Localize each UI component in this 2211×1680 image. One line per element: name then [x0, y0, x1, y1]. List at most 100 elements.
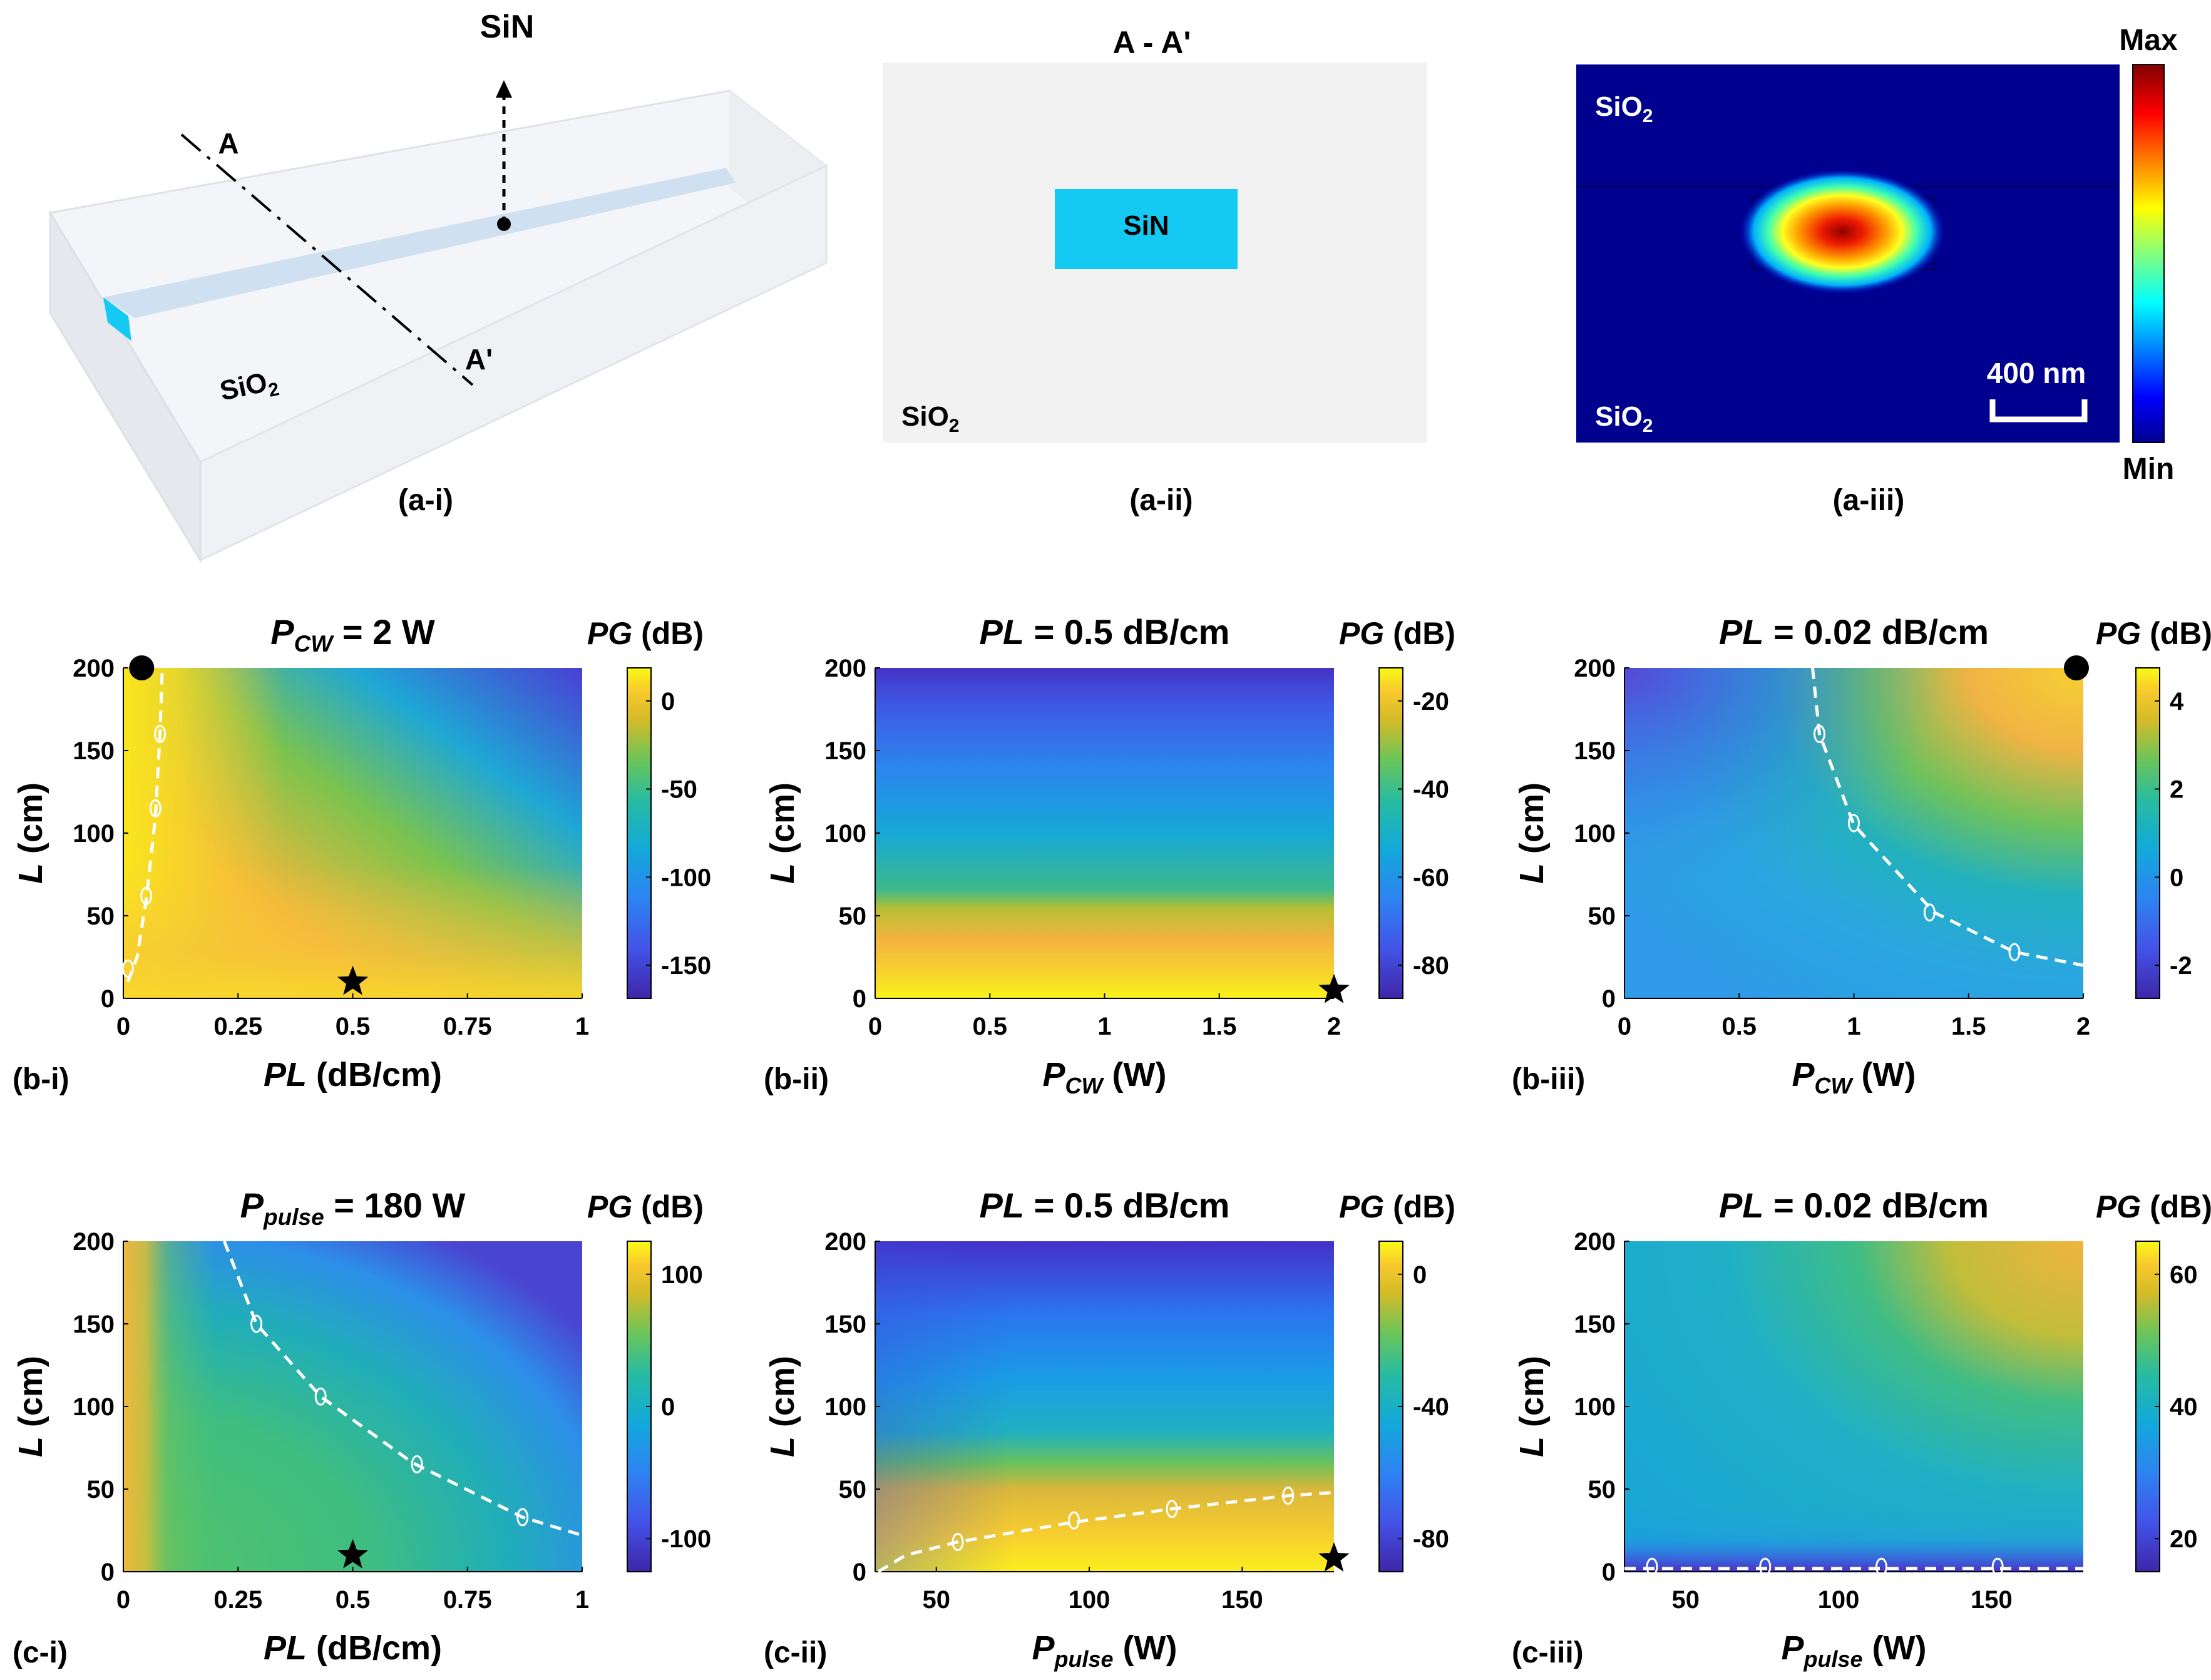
- y-tick-label: 0: [853, 985, 866, 1013]
- heatmap-field: [875, 1241, 1334, 1572]
- x-tick-label: 1: [575, 1013, 589, 1040]
- y-tick-label: 150: [824, 737, 866, 765]
- y-tick-label: 150: [1574, 737, 1616, 765]
- heatmap-field: [123, 1241, 582, 1572]
- colorbar-label: PG (dB): [2096, 616, 2211, 651]
- x-tick-label: 150: [1971, 1586, 2013, 1614]
- y-axis-label: L (cm): [764, 782, 801, 884]
- colorbar-label: PG (dB): [1339, 1189, 1455, 1224]
- contour-label-zero: [2008, 943, 2021, 961]
- colorbar-tick-label: 100: [661, 1261, 703, 1289]
- y-tick-label: 100: [824, 820, 866, 848]
- colorbar-tick-label: -40: [1413, 1393, 1449, 1421]
- colorbar-tick-label: -100: [661, 864, 711, 891]
- contour-label-zero: [1923, 903, 1936, 922]
- x-tick-label: 50: [922, 1586, 950, 1614]
- sin-label: SiN: [480, 9, 535, 45]
- y-tick-label: 150: [824, 1311, 866, 1338]
- y-tick-label: 100: [73, 1393, 115, 1421]
- panel-a-i: SiN A A' SiO2 (a-i): [48, 9, 828, 564]
- heatmap-field: [123, 668, 582, 998]
- heatmap-field: [1624, 1241, 2083, 1572]
- panel-title: PL = 0.02 dB/cm: [1719, 1186, 1989, 1225]
- panel-c-iii: 50 100 150 0 50 100 150 200 PL = 0.02 dB/cm Ppuls…: [1512, 1186, 2211, 1672]
- contour-label-zero: [314, 1387, 327, 1406]
- caption-a-ii: (a-ii): [1129, 484, 1193, 517]
- x-axis-label: PL (dB/cm): [264, 1629, 442, 1667]
- panel-a-iii: SiO2 SiO2 400 nm Max Min (a-iii): [1576, 24, 2178, 517]
- y-axis-label: L (cm): [1513, 782, 1551, 884]
- cross-section-title: A - A': [1113, 25, 1191, 60]
- colorbar-tick-label: -50: [661, 776, 697, 804]
- x-tick-label: 150: [1221, 1586, 1263, 1614]
- colorbar-min-label: Min: [2123, 453, 2175, 486]
- contour-label-zero: [411, 1455, 423, 1473]
- contour-label-zero: [1646, 1557, 1658, 1576]
- colorbar-tick-label: 2: [2170, 776, 2183, 804]
- sin-pointer-dot: [497, 217, 511, 231]
- colorbar-tick-label: 0: [661, 1393, 675, 1421]
- x-tick-label: 2: [2076, 1013, 2090, 1040]
- y-axis-label: L (cm): [1513, 1356, 1551, 1457]
- contour-label-zero: [1991, 1557, 2004, 1576]
- x-axis-label: PCW (W): [1043, 1056, 1167, 1099]
- panel-caption: (c-ii): [764, 1636, 827, 1669]
- x-tick-label: 0: [116, 1586, 130, 1614]
- y-tick-label: 200: [73, 1228, 115, 1256]
- dot-marker: [129, 655, 155, 680]
- aprime-label: A': [465, 343, 493, 376]
- star-marker: [1318, 973, 1350, 1003]
- y-axis-label: L (cm): [12, 1356, 49, 1457]
- colorbar-tick-label: -80: [1413, 952, 1449, 980]
- x-tick-label: 1.5: [1202, 1013, 1237, 1040]
- panel-title: Ppulse = 180 W: [240, 1186, 466, 1230]
- x-tick-label: 100: [1818, 1586, 1860, 1614]
- y-tick-label: 0: [853, 1559, 866, 1586]
- colorbar-label: PG (dB): [587, 616, 704, 651]
- colorbar-tick-label: -2: [2170, 952, 2192, 980]
- y-tick-label: 50: [87, 1476, 115, 1503]
- cut-line-a-a: [180, 133, 474, 386]
- caption-a-i: (a-i): [398, 484, 453, 517]
- x-tick-label: 2: [1327, 1013, 1341, 1040]
- y-tick-label: 200: [73, 655, 115, 682]
- y-tick-label: 100: [1574, 1393, 1616, 1421]
- star-marker: [337, 965, 369, 995]
- contour-label-zero: [121, 959, 134, 978]
- colorbar-tick-label: -100: [661, 1525, 711, 1553]
- colorbar-tick-label: -150: [661, 952, 711, 980]
- contour-label-zero: [1166, 1500, 1178, 1519]
- x-tick-label: 0.25: [213, 1013, 262, 1040]
- sin-pointer-arrowhead: [496, 80, 512, 98]
- colorbar-tick-label: 0: [1413, 1261, 1427, 1289]
- mode-intensity: [1739, 169, 1946, 294]
- waveguide-strip: [103, 168, 736, 318]
- x-tick-label: 50: [1671, 1586, 1700, 1614]
- colorbar-tick-label: 40: [2170, 1393, 2198, 1421]
- contour-label-zero: [1875, 1557, 1887, 1576]
- mode-colorbar: [2132, 64, 2165, 443]
- y-tick-label: 50: [1588, 903, 1616, 930]
- colorbar-tick-label: -80: [1413, 1525, 1449, 1553]
- sio2-bottom-label: SiO2: [1595, 401, 1653, 436]
- a-label: A: [218, 127, 239, 160]
- sio2-label-a-ii: SiO2: [901, 401, 959, 436]
- y-axis-label: L (cm): [12, 782, 49, 884]
- colorbar-label: PG (dB): [2096, 1189, 2211, 1224]
- panel-caption: (b-iii): [1512, 1063, 1585, 1096]
- colorbar-label: PG (dB): [587, 1189, 704, 1224]
- waveguide-facet: [103, 297, 131, 341]
- dot-marker: [2064, 655, 2090, 680]
- zero-gain-contour: [1811, 667, 2084, 967]
- y-tick-label: 150: [73, 737, 115, 765]
- y-tick-label: 200: [1574, 1228, 1616, 1256]
- panel-c-ii: 50 100 150 0 50 100 150 200 PL = 0.5 dB/cm Ppulse…: [764, 1186, 1455, 1672]
- y-tick-label: 50: [839, 1476, 867, 1503]
- y-tick-label: 100: [824, 1393, 866, 1421]
- sin-core-label: SiN: [1123, 210, 1169, 241]
- contour-label-zero: [1813, 725, 1826, 744]
- y-tick-label: 150: [73, 1311, 115, 1338]
- contour-label-zero: [1759, 1557, 1772, 1576]
- x-tick-label: 0: [868, 1013, 882, 1040]
